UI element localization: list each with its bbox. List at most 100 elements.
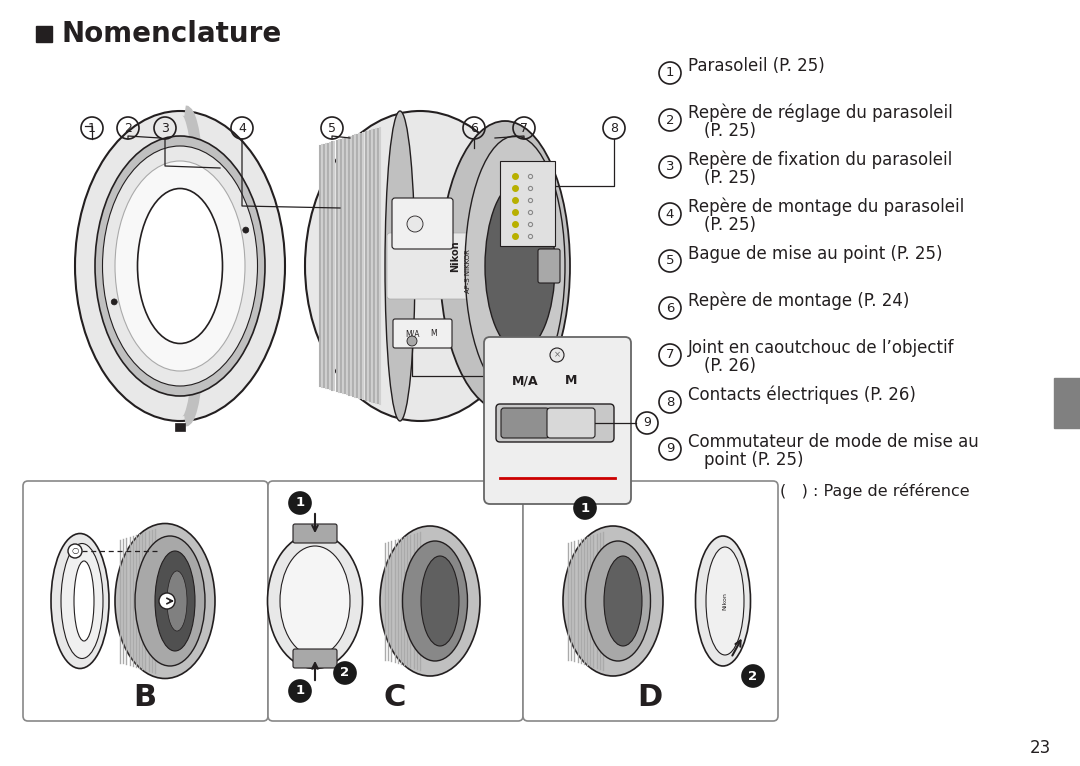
FancyBboxPatch shape	[23, 481, 268, 721]
Circle shape	[573, 497, 596, 519]
Text: 9: 9	[665, 443, 674, 456]
FancyBboxPatch shape	[293, 524, 337, 543]
Ellipse shape	[465, 136, 565, 396]
Text: Bague de mise au point (P. 25): Bague de mise au point (P. 25)	[688, 245, 943, 263]
FancyBboxPatch shape	[523, 481, 778, 721]
Text: (P. 25): (P. 25)	[704, 216, 756, 234]
Ellipse shape	[95, 136, 265, 396]
Text: A: A	[545, 499, 569, 529]
Text: Nikon: Nikon	[450, 241, 460, 272]
Ellipse shape	[268, 533, 363, 669]
Bar	[1054, 378, 1080, 428]
Ellipse shape	[60, 544, 103, 659]
FancyBboxPatch shape	[496, 404, 615, 442]
Ellipse shape	[696, 536, 751, 666]
Text: 5: 5	[328, 122, 336, 135]
Ellipse shape	[135, 536, 205, 666]
Text: Repère de fixation du parasoleil: Repère de fixation du parasoleil	[688, 151, 953, 169]
Text: 9: 9	[643, 417, 651, 430]
Text: (P. 26): (P. 26)	[704, 357, 756, 375]
Text: Nomenclature: Nomenclature	[60, 20, 281, 48]
Text: point (P. 25): point (P. 25)	[704, 451, 804, 469]
Text: 2: 2	[340, 666, 350, 679]
FancyBboxPatch shape	[393, 319, 453, 348]
Circle shape	[289, 680, 311, 702]
Text: 1: 1	[296, 685, 305, 698]
Circle shape	[407, 216, 423, 232]
Ellipse shape	[563, 526, 663, 676]
Ellipse shape	[421, 556, 459, 646]
Text: 1: 1	[580, 502, 590, 515]
Text: AF-S NIKKOR: AF-S NIKKOR	[465, 249, 471, 293]
Text: 6: 6	[665, 302, 674, 315]
Ellipse shape	[114, 161, 245, 371]
Text: Fr: Fr	[1057, 394, 1077, 412]
Text: M/A: M/A	[512, 375, 539, 388]
Ellipse shape	[103, 146, 257, 386]
Ellipse shape	[440, 121, 570, 411]
Text: Repère de montage (P. 24): Repère de montage (P. 24)	[688, 292, 909, 310]
FancyBboxPatch shape	[387, 233, 492, 299]
Text: Commutateur de mode de mise au: Commutateur de mode de mise au	[688, 433, 978, 451]
Circle shape	[159, 593, 175, 609]
Text: 1: 1	[89, 122, 96, 135]
Ellipse shape	[305, 111, 535, 421]
Ellipse shape	[604, 556, 642, 646]
Bar	[175, 423, 185, 431]
Text: Parasoleil (P. 25): Parasoleil (P. 25)	[688, 57, 825, 75]
Text: Repère de montage du parasoleil: Repère de montage du parasoleil	[688, 198, 964, 216]
Text: B: B	[134, 683, 157, 712]
Text: (P. 25): (P. 25)	[704, 169, 756, 187]
Text: 2: 2	[748, 669, 757, 683]
Text: 2: 2	[665, 113, 674, 126]
Circle shape	[111, 299, 118, 305]
Ellipse shape	[280, 546, 350, 656]
Ellipse shape	[706, 547, 744, 655]
Text: ○: ○	[71, 546, 79, 555]
FancyBboxPatch shape	[501, 408, 549, 438]
FancyBboxPatch shape	[500, 161, 555, 246]
FancyBboxPatch shape	[538, 249, 561, 283]
Text: 23: 23	[1029, 739, 1051, 757]
Text: (P. 25): (P. 25)	[704, 122, 756, 140]
Bar	[36, 26, 52, 42]
Text: M: M	[565, 375, 578, 388]
Ellipse shape	[585, 541, 650, 661]
Text: 8: 8	[610, 122, 618, 135]
Circle shape	[334, 662, 356, 684]
Text: 3: 3	[161, 122, 168, 135]
Circle shape	[243, 227, 248, 233]
Text: (   ) : Page de référence: ( ) : Page de référence	[780, 483, 970, 499]
Ellipse shape	[75, 111, 285, 421]
Text: 1: 1	[665, 67, 674, 80]
Text: M: M	[430, 329, 436, 339]
Text: Repère de réglage du parasoleil: Repère de réglage du parasoleil	[688, 103, 953, 123]
Circle shape	[289, 492, 311, 514]
Text: C: C	[383, 683, 406, 712]
Text: Contacts électriques (P. 26): Contacts électriques (P. 26)	[688, 386, 916, 404]
Circle shape	[68, 544, 82, 558]
Text: 5: 5	[665, 254, 674, 267]
Text: 3: 3	[665, 161, 674, 174]
Ellipse shape	[51, 533, 109, 669]
Circle shape	[742, 665, 764, 687]
Text: 8: 8	[665, 395, 674, 408]
Text: 7: 7	[665, 349, 674, 362]
Ellipse shape	[384, 111, 415, 421]
Ellipse shape	[137, 188, 222, 343]
Text: M/A: M/A	[405, 329, 419, 339]
Circle shape	[550, 348, 564, 362]
Ellipse shape	[75, 561, 94, 641]
Text: D: D	[637, 683, 663, 712]
Text: 7: 7	[519, 122, 528, 135]
Text: 1: 1	[296, 496, 305, 509]
Ellipse shape	[403, 541, 468, 661]
Ellipse shape	[485, 181, 555, 351]
FancyBboxPatch shape	[484, 337, 631, 504]
FancyBboxPatch shape	[268, 481, 523, 721]
Text: 6: 6	[470, 122, 478, 135]
Ellipse shape	[114, 523, 215, 679]
Text: ×: ×	[554, 351, 561, 359]
Text: 4: 4	[238, 122, 246, 135]
Text: 4: 4	[665, 208, 674, 221]
